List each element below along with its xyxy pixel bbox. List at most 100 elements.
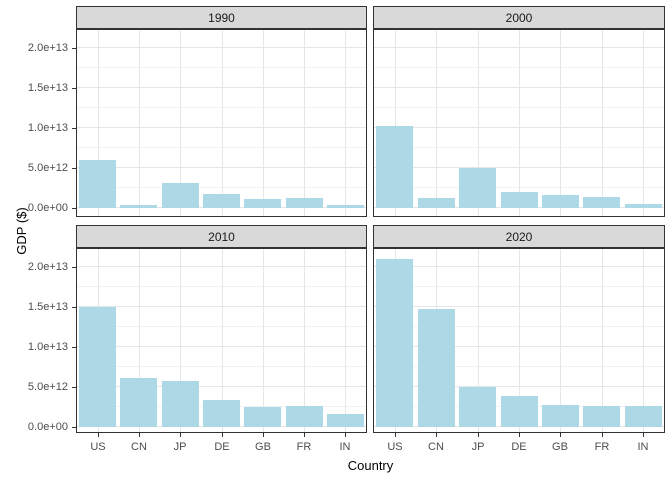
bar-2010-DE: [203, 400, 240, 427]
gridline-vertical: [304, 249, 305, 432]
gridline-vertical: [98, 30, 99, 216]
gridline-vertical: [139, 249, 140, 432]
facet-panel-2000: [373, 29, 665, 217]
bar-1990-CN: [120, 205, 157, 208]
gridline-minor: [77, 366, 366, 367]
bar-1990-FR: [286, 198, 323, 208]
x-axis-tick: [395, 433, 396, 437]
y-axis-tick: [72, 267, 76, 268]
y-axis-tick: [72, 48, 76, 49]
x-tick-label: JP: [471, 441, 485, 453]
facet-strip-1990: 1990: [76, 6, 367, 29]
y-tick-label: 2.0e+13: [27, 42, 68, 54]
gridline-major: [77, 386, 366, 387]
bar-2000-GB: [542, 195, 579, 208]
x-tick-label: DE: [214, 441, 230, 453]
x-axis-tick: [643, 433, 644, 437]
y-tick-label: 5.0e+12: [27, 162, 68, 174]
y-axis-title: GDP ($): [14, 207, 29, 255]
gridline-vertical: [436, 30, 437, 216]
x-axis-tick: [263, 433, 264, 437]
bar-1990-US: [79, 160, 116, 208]
x-axis-tick: [560, 433, 561, 437]
bar-2010-CN: [120, 378, 157, 427]
gridline-vertical: [519, 249, 520, 432]
gridline-vertical: [180, 30, 181, 216]
y-tick-label: 5.0e+12: [27, 381, 68, 393]
y-axis-tick: [72, 347, 76, 348]
x-tick-label: GB: [255, 441, 271, 453]
gridline-minor: [77, 107, 366, 108]
gridline-vertical: [602, 30, 603, 216]
gridline-vertical: [602, 249, 603, 432]
gridline-major: [77, 47, 366, 48]
y-tick-label: 2.0e+13: [27, 261, 68, 273]
x-tick-label: IN: [637, 441, 649, 453]
gridline-vertical: [304, 30, 305, 216]
x-axis-title: Country: [347, 458, 394, 473]
gridline-vertical: [478, 249, 479, 432]
facet-panel-2020: [373, 248, 665, 433]
bar-1990-IN: [327, 205, 364, 208]
y-axis-tick: [72, 387, 76, 388]
x-axis-tick: [478, 433, 479, 437]
gridline-vertical: [643, 30, 644, 216]
bar-2010-IN: [327, 414, 364, 427]
gridline-minor: [77, 147, 366, 148]
x-axis-tick: [519, 433, 520, 437]
x-tick-label: IN: [339, 441, 351, 453]
x-tick-label: GB: [552, 441, 568, 453]
bar-2020-FR: [583, 406, 620, 427]
facet-panel-1990: [76, 29, 367, 217]
gridline-minor: [77, 187, 366, 188]
x-tick-label: FR: [296, 441, 312, 453]
gridline-vertical: [180, 249, 181, 432]
x-axis-tick: [602, 433, 603, 437]
y-axis-tick: [72, 307, 76, 308]
bar-1990-JP: [162, 183, 199, 208]
bar-2000-FR: [583, 197, 620, 208]
bar-2010-JP: [162, 381, 199, 427]
bar-2020-CN: [418, 309, 455, 427]
gridline-minor: [77, 326, 366, 327]
gridline-vertical: [139, 30, 140, 216]
bar-2000-IN: [625, 204, 662, 208]
bar-2000-US: [376, 126, 413, 208]
x-tick-label: US: [387, 441, 403, 453]
y-tick-label: 0.0e+00: [27, 202, 68, 214]
gridline-vertical: [560, 30, 561, 216]
gridline-vertical: [395, 30, 396, 216]
bar-2010-US: [79, 307, 116, 427]
x-axis-tick: [222, 433, 223, 437]
x-axis-tick: [139, 433, 140, 437]
facet-strip-2000: 2000: [373, 6, 665, 29]
gridline-vertical: [263, 30, 264, 216]
gridline-minor: [77, 286, 366, 287]
gridline-major: [77, 167, 366, 168]
x-tick-label: FR: [594, 441, 610, 453]
x-axis-tick: [180, 433, 181, 437]
gridline-vertical: [222, 30, 223, 216]
gridline-vertical: [263, 249, 264, 432]
x-axis-tick: [436, 433, 437, 437]
x-axis-tick: [345, 433, 346, 437]
bar-2020-US: [376, 259, 413, 427]
x-axis-tick: [304, 433, 305, 437]
gridline-vertical: [222, 249, 223, 432]
gridline-major: [77, 346, 366, 347]
y-tick-label: 1.0e+13: [27, 122, 68, 134]
bar-2000-JP: [459, 168, 496, 208]
gridline-vertical: [560, 249, 561, 432]
gridline-vertical: [345, 30, 346, 216]
bar-2020-IN: [625, 406, 662, 427]
y-axis-tick: [72, 128, 76, 129]
y-axis-tick: [72, 88, 76, 89]
gridline-vertical: [478, 30, 479, 216]
facet-strip-2020: 2020: [373, 225, 665, 248]
bar-2000-DE: [501, 192, 538, 208]
y-tick-label: 0.0e+00: [27, 421, 68, 433]
bar-2020-DE: [501, 396, 538, 427]
x-tick-label: CN: [131, 441, 147, 453]
y-tick-label: 1.5e+13: [27, 82, 68, 94]
facet-strip-2010: 2010: [76, 225, 367, 248]
